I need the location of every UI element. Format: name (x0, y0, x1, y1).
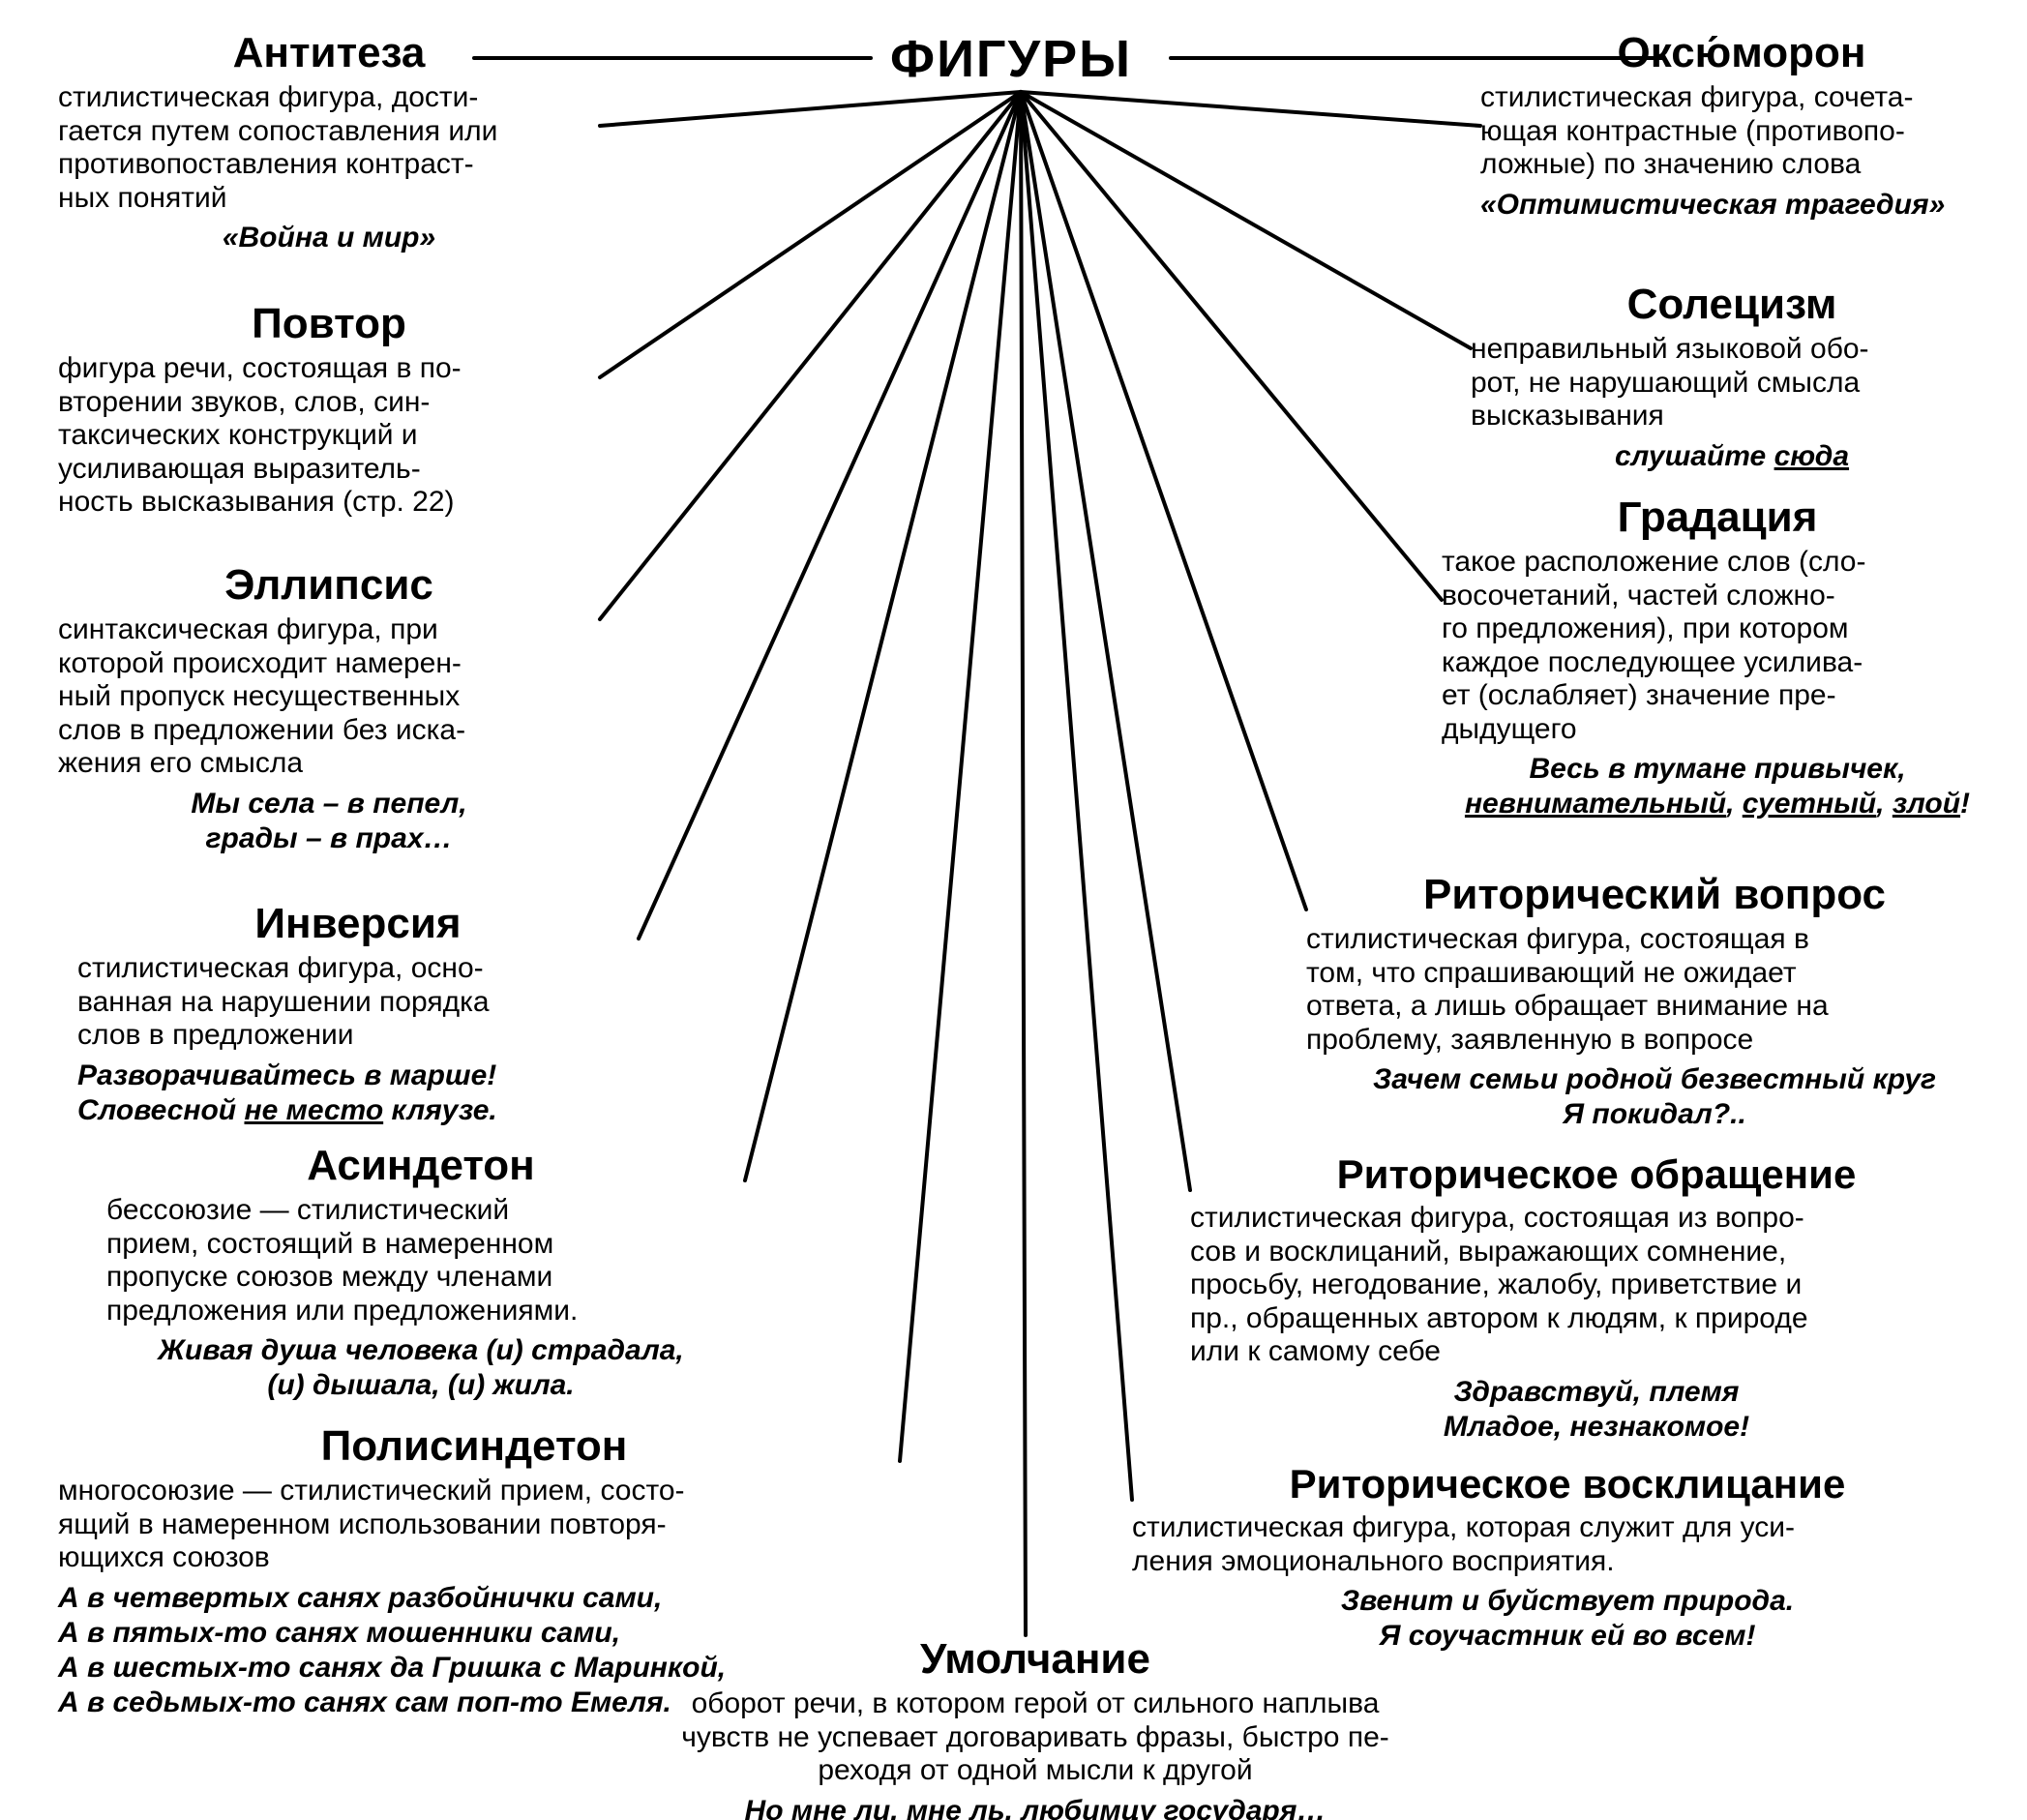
example-oksjumoron: «Оптимистическая трагедия» (1480, 188, 2003, 223)
def-povtor: фигура речи, состоящая в по- вторении зв… (58, 352, 600, 520)
entry-ritor-voskl: Риторическое восклицаниестилистическая ф… (1132, 1461, 2003, 1654)
entry-asindeton: Асиндетонбессоюзие — стилистический прие… (106, 1142, 735, 1403)
example-solecizm: слушайте сюда (1471, 439, 1993, 474)
center-title: ФИГУРЫ (890, 29, 1132, 89)
def-umolchanie: оборот речи, в котором герой от сильного… (600, 1687, 1471, 1788)
diagram-canvas: ФИГУРЫ Антитезастилистическая фигура, до… (0, 0, 2027, 1820)
term-inversia: Инверсия (77, 900, 639, 948)
term-solecizm: Солецизм (1471, 281, 1993, 329)
example-antiteza: «Война и мир» (58, 221, 600, 255)
term-asindeton: Асиндетон (106, 1142, 735, 1190)
term-povtor: Повтор (58, 300, 600, 348)
example-ellipsis: Мы села – в пепел, грады – в прах… (58, 787, 600, 856)
example-inversia: Разворачивайтесь в марше! Словесной не м… (77, 1059, 639, 1128)
def-ellipsis: синтаксическая фигура, при которой проис… (58, 613, 600, 781)
example-asindeton: Живая душа человека (и) страдала, (и) ды… (106, 1333, 735, 1403)
def-ritor-obr: стилистическая фигура, состоящая из вопр… (1190, 1202, 2003, 1369)
def-antiteza: стилистическая фигура, дости- гается пут… (58, 81, 600, 215)
entry-oksjumoron: Оксю́моронстилистическая фигура, сочета-… (1480, 29, 2003, 223)
term-ritor-voskl: Риторическое восклицание (1132, 1461, 2003, 1507)
entry-antiteza: Антитезастилистическая фигура, дости- га… (58, 29, 600, 255)
example-gradacia: Весь в тумане привычек, невнимательный, … (1442, 752, 1993, 821)
term-ellipsis: Эллипсис (58, 561, 600, 610)
entry-gradacia: Градациятакое расположение слов (сло- во… (1442, 493, 1993, 821)
term-antiteza: Антитеза (58, 29, 600, 77)
example-umolchanie: Но мне ли, мне ль, любимцу государя… (600, 1794, 1471, 1820)
def-solecizm: неправильный языковой обо- рот, не наруш… (1471, 333, 1993, 433)
def-gradacia: такое расположение слов (сло- восочетани… (1442, 546, 1993, 746)
entry-ellipsis: Эллипсиссинтаксическая фигура, при котор… (58, 561, 600, 856)
example-ritor-vopros: Зачем семьи родной безвестный круг Я пок… (1306, 1062, 2003, 1132)
entry-ritor-obr: Риторическое обращениестилистическая фиг… (1190, 1151, 2003, 1445)
entry-solecizm: Солецизмнеправильный языковой обо- рот, … (1471, 281, 1993, 474)
def-inversia: стилистическая фигура, осно- ванная на н… (77, 952, 639, 1053)
example-ritor-obr: Здравствуй, племя Младое, незнакомое! (1190, 1375, 2003, 1445)
def-ritor-voskl: стилистическая фигура, которая служит дл… (1132, 1511, 2003, 1578)
term-gradacia: Градация (1442, 493, 1993, 542)
def-ritor-vopros: стилистическая фигура, состоящая в том, … (1306, 923, 2003, 1057)
term-ritor-obr: Риторическое обращение (1190, 1151, 2003, 1198)
term-umolchanie: Умолчание (600, 1635, 1471, 1684)
entry-ritor-vopros: Риторический вопросстилистическая фигура… (1306, 871, 2003, 1132)
term-oksjumoron: Оксю́морон (1480, 29, 2003, 77)
def-asindeton: бессоюзие — стилистический прием, состоя… (106, 1194, 735, 1328)
entry-inversia: Инверсиястилистическая фигура, осно- ван… (77, 900, 639, 1128)
term-polisindeton: Полисиндетон (58, 1422, 890, 1471)
def-polisindeton: многосоюзие — стилистический прием, сост… (58, 1475, 890, 1575)
entry-povtor: Повторфигура речи, состоящая в по- вторе… (58, 300, 600, 520)
entry-umolchanie: Умолчаниеоборот речи, в котором герой от… (600, 1635, 1471, 1820)
term-ritor-vopros: Риторический вопрос (1306, 871, 2003, 919)
def-oksjumoron: стилистическая фигура, сочета- ющая конт… (1480, 81, 2003, 182)
